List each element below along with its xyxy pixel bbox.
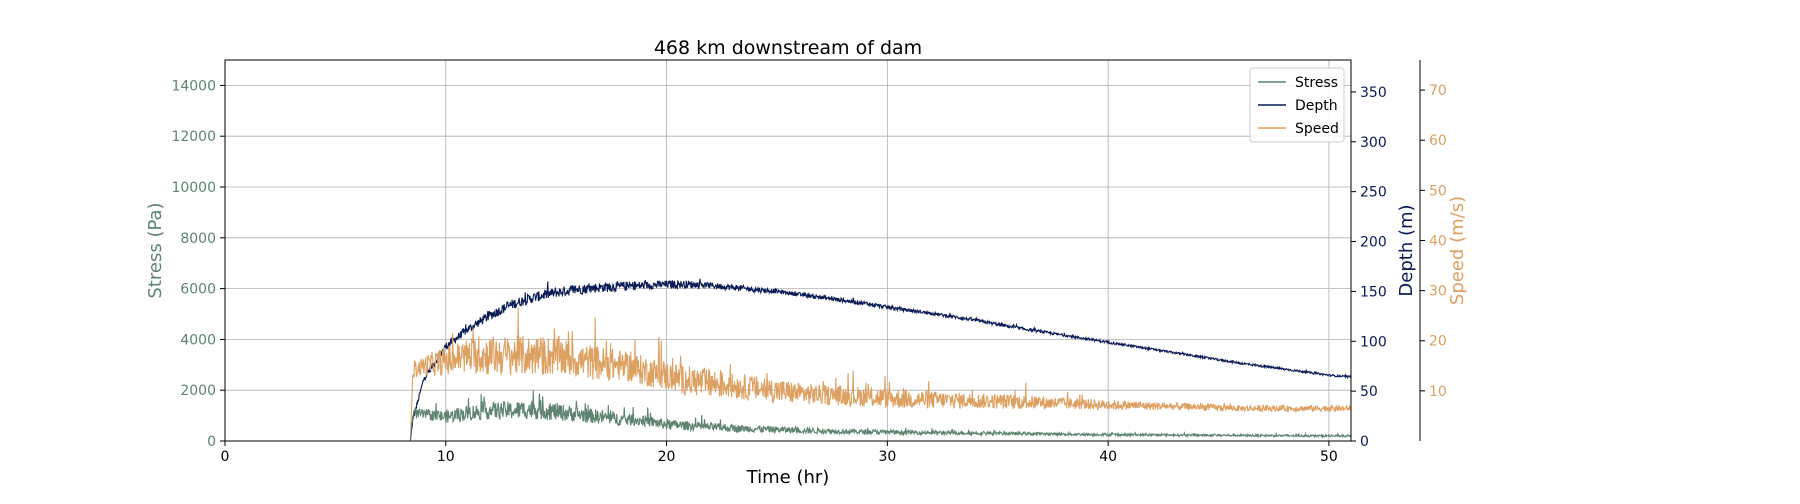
- y-axis-speed: 10 20 30 40 50 60 70: [1419, 60, 1447, 441]
- series-line-stress: [225, 390, 1351, 441]
- depth-tick-label: 200: [1360, 235, 1387, 251]
- x-tick-label: 40: [1099, 449, 1117, 465]
- stress-tick-label: 6000: [180, 282, 216, 298]
- stress-tick-label: 12000: [171, 129, 216, 145]
- x-tick-label: 20: [658, 449, 676, 465]
- plot-frame: [224, 59, 1352, 442]
- y-axis-depth: 0 50 100 150 200 250 300 350: [1351, 85, 1387, 450]
- depth-tick-label: 350: [1360, 85, 1387, 101]
- x-tick-label: 10: [437, 449, 455, 465]
- depth-tick-label: 150: [1360, 284, 1387, 300]
- series-line-speed: [225, 307, 1351, 441]
- depth-tick-label: 100: [1360, 334, 1387, 350]
- legend-label-stress: Stress: [1295, 75, 1338, 91]
- speed-tick-label: 20: [1429, 334, 1447, 350]
- legend: Stress Depth Speed: [1249, 67, 1345, 143]
- speed-tick-label: 60: [1429, 133, 1447, 149]
- depth-axis-title: Depth (m): [1396, 204, 1417, 296]
- series-line-depth: [225, 278, 1351, 441]
- speed-tick-label: 40: [1429, 233, 1447, 249]
- chart-title: 468 km downstream of dam: [654, 37, 922, 59]
- speed-tick-label: 50: [1429, 183, 1447, 199]
- x-tick-label: 30: [878, 449, 896, 465]
- y-axis-stress: 0 2000 4000 6000 8000 10000 12000 14000: [171, 78, 225, 450]
- legend-label-speed: Speed: [1295, 121, 1339, 137]
- x-axis-title: Time (hr): [746, 467, 830, 488]
- depth-tick-label: 0: [1360, 434, 1369, 450]
- stress-tick-label: 0: [207, 434, 216, 450]
- speed-axis-title: Speed (m/s): [1447, 196, 1468, 305]
- stress-axis-title: Stress (Pa): [145, 202, 166, 298]
- speed-tick-label: 10: [1429, 384, 1447, 400]
- series-layer: [225, 278, 1351, 441]
- x-tick-label: 0: [221, 449, 230, 465]
- depth-tick-label: 250: [1360, 185, 1387, 201]
- stress-tick-label: 14000: [171, 78, 216, 94]
- stress-tick-label: 10000: [171, 180, 216, 196]
- stress-tick-label: 2000: [180, 383, 216, 399]
- x-tick-label: 50: [1320, 449, 1338, 465]
- legend-label-depth: Depth: [1295, 98, 1338, 114]
- speed-tick-label: 30: [1429, 284, 1447, 300]
- depth-tick-label: 300: [1360, 135, 1387, 151]
- speed-tick-label: 70: [1429, 83, 1447, 99]
- legend-box: [1249, 67, 1345, 143]
- x-axis: 0 10 20 30 40 50: [221, 441, 1338, 465]
- stress-tick-label: 4000: [180, 332, 216, 348]
- stress-tick-label: 8000: [180, 231, 216, 247]
- depth-tick-label: 50: [1360, 384, 1378, 400]
